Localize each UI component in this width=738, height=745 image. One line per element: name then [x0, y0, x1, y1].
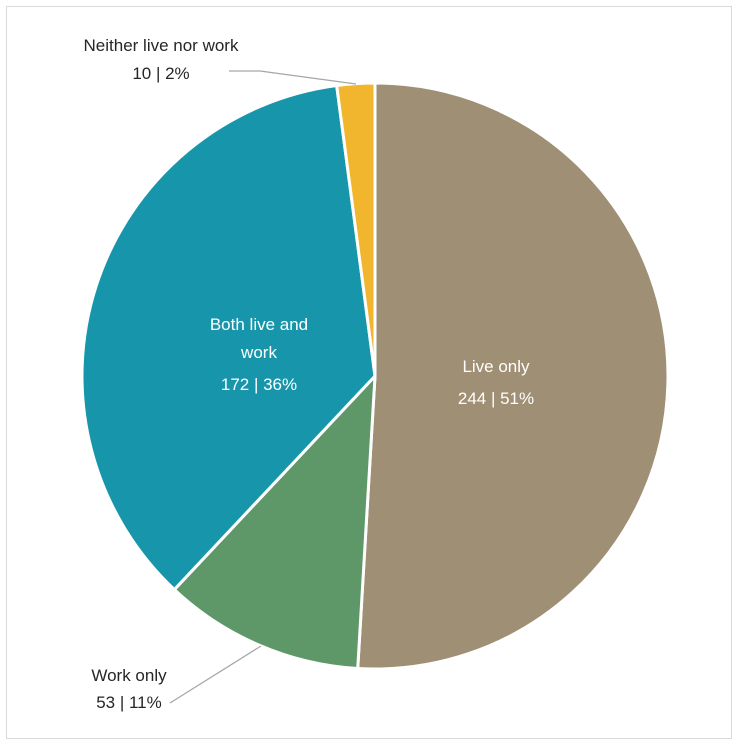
slice-label-neither: Neither live nor work [84, 36, 239, 55]
slice-both-live-and-work [80, 84, 377, 592]
leader-line-neither [229, 70, 357, 85]
leader-line-work-only [169, 645, 262, 704]
slice-value-neither: 10 | 2% [132, 64, 189, 83]
leader-lines [169, 70, 357, 704]
slice-label-both-line2: work [240, 343, 277, 362]
slice-value-work-only: 53 | 11% [96, 693, 162, 712]
slice-value-both: 172 | 36% [221, 375, 297, 394]
pie-slices [80, 81, 670, 671]
slice-label-work-only: Work only [91, 666, 167, 685]
slice-label-both-line1: Both live and [210, 315, 308, 334]
slice-value-live-only: 244 | 51% [458, 389, 534, 408]
slice-label-live-only: Live only [462, 357, 530, 376]
slice-live-only [356, 81, 670, 671]
slice-work-only [172, 374, 377, 670]
